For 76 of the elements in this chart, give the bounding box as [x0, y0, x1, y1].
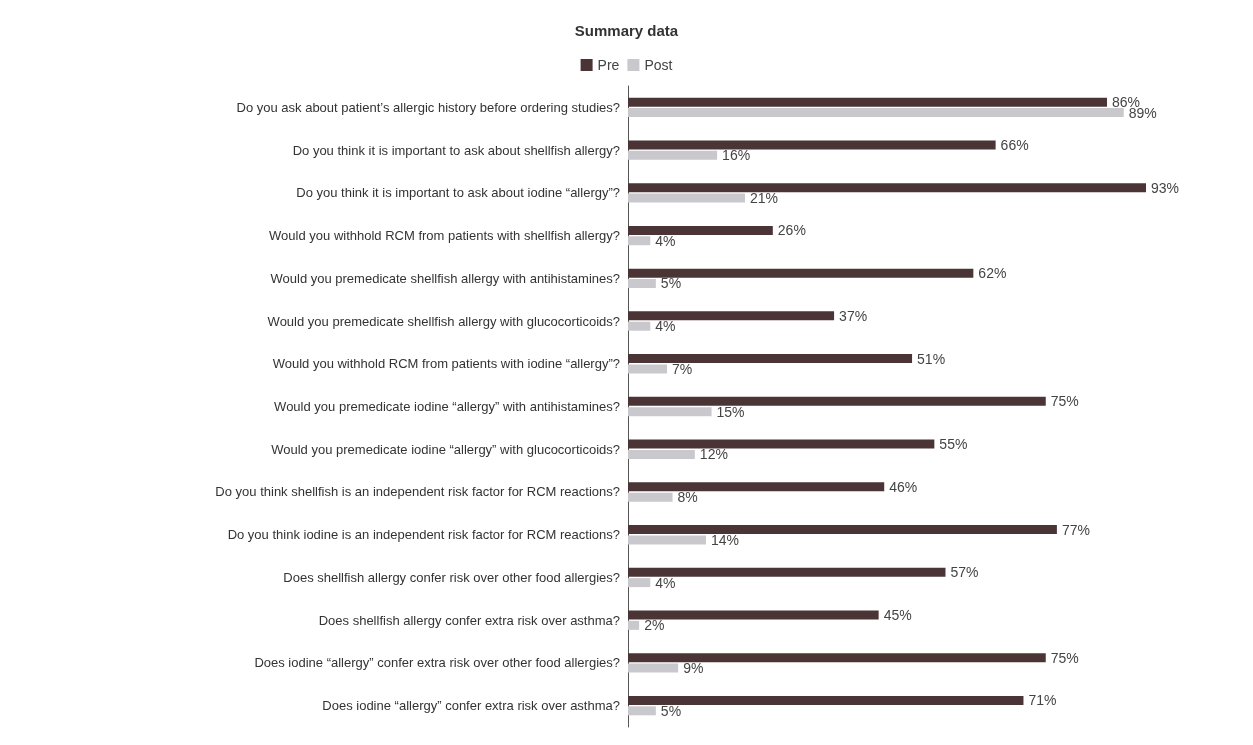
y-tick-label: Would you premedicate shellfish allergy with glucocorticoids?	[267, 313, 620, 329]
y-tick-label: Does shellfish allergy confer extra risk over asthma?	[318, 612, 620, 628]
bar	[628, 236, 651, 246]
bar	[628, 140, 996, 150]
bar	[628, 482, 885, 492]
y-tick-label: Do you think it is important to ask about iodine “allergy”?	[296, 185, 620, 201]
y-tick-label: Does iodine “allergy” confer extra risk over asthma?	[322, 698, 620, 714]
data-label: 5%	[660, 275, 682, 292]
bar	[628, 706, 656, 716]
bar	[628, 225, 773, 235]
bar	[628, 278, 656, 288]
y-tick-label: Does shellfish allergy confer risk over other food allergies?	[283, 569, 620, 585]
bar	[628, 108, 1124, 118]
bar	[628, 183, 1147, 193]
legend-label: Pre	[597, 57, 620, 73]
bar	[628, 663, 679, 673]
y-tick-label: Do you think iodine is an independent risk factor for RCM reactions?	[227, 527, 620, 543]
y-tick-label: Does iodine “allergy” confer extra risk over other food allergies?	[254, 655, 620, 671]
data-label: 93%	[1151, 179, 1180, 196]
data-label: 12%	[699, 446, 728, 463]
bar	[628, 268, 974, 278]
bar	[628, 610, 879, 620]
bar	[628, 311, 835, 321]
data-label: 57%	[950, 564, 979, 581]
bar	[628, 150, 718, 160]
data-label: 55%	[939, 436, 968, 453]
bar	[628, 492, 673, 502]
data-label: 8%	[677, 489, 698, 506]
y-tick-label: Would you premedicate shellfish allergy with antihistamines?	[270, 270, 620, 286]
bar	[628, 653, 1046, 663]
data-label: 62%	[978, 265, 1007, 282]
data-label: 71%	[1028, 692, 1057, 709]
data-label: 4%	[655, 318, 676, 335]
bar	[628, 354, 913, 364]
data-label: 66%	[1000, 136, 1029, 153]
bar	[628, 578, 651, 588]
bar	[628, 439, 935, 449]
data-label: 7%	[671, 360, 693, 377]
y-tick-label: Do you ask about patient’s allergic history before ordering studies?	[236, 99, 620, 115]
y-tick-label: Would you withhold RCM from patients with shellfish allergy?	[269, 228, 620, 244]
data-label: 5%	[660, 702, 682, 719]
bar	[628, 695, 1024, 705]
data-label: 16%	[722, 147, 751, 164]
bar	[628, 321, 651, 331]
bar	[628, 97, 1108, 107]
y-tick-label: Do you think shellfish is an independent risk factor for RCM reactions?	[215, 484, 620, 500]
legend-label: Post	[644, 57, 673, 73]
data-label: 45%	[883, 606, 912, 623]
data-label: 15%	[716, 403, 745, 420]
data-label: 4%	[655, 574, 676, 591]
bar	[628, 525, 1057, 535]
data-label: 14%	[710, 531, 740, 548]
bar	[628, 193, 745, 203]
data-label: 37%	[839, 307, 868, 324]
data-label: 77%	[1061, 521, 1090, 538]
data-label: 26%	[777, 222, 806, 239]
y-tick-label: Would you premedicate iodine “allergy” with glucocorticoids?	[271, 441, 620, 457]
chart-title: Summary data	[574, 22, 679, 39]
bar	[628, 396, 1046, 406]
bar	[628, 535, 706, 545]
y-tick-label: Would you premedicate iodine “allergy” with antihistamines?	[274, 399, 620, 414]
data-label: 75%	[1050, 649, 1079, 666]
data-label: 46%	[889, 478, 918, 495]
data-label: 51%	[917, 350, 946, 367]
data-label: 75%	[1050, 393, 1079, 410]
data-label: 4%	[655, 232, 676, 249]
bar	[628, 364, 667, 374]
bar	[628, 449, 695, 459]
bar	[628, 567, 946, 577]
y-tick-label: Would you withhold RCM from patients with iodine “allergy”?	[272, 356, 620, 372]
bar	[628, 407, 712, 417]
data-label: 21%	[749, 190, 778, 207]
data-label: 9%	[683, 660, 704, 677]
data-label: 2%	[644, 617, 665, 634]
y-tick-label: Do you think it is important to ask about shellfish allergy?	[292, 142, 620, 158]
bar	[628, 620, 640, 630]
